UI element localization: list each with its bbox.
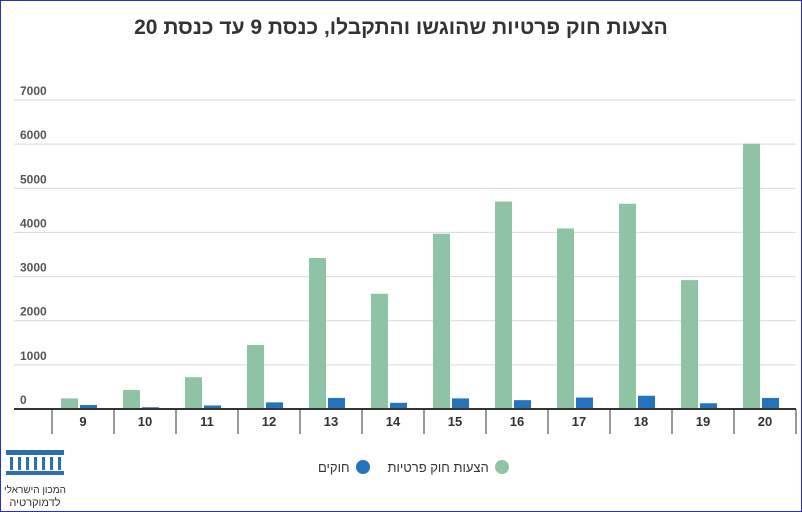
bar-laws bbox=[266, 402, 283, 409]
x-tick-label: 20 bbox=[758, 414, 772, 429]
bar-private-bills bbox=[61, 398, 78, 409]
bar-laws bbox=[80, 405, 97, 409]
bar-laws bbox=[700, 403, 717, 409]
bar-private-bills bbox=[123, 390, 140, 409]
bar-private-bills bbox=[371, 293, 388, 409]
x-tick-label: 9 bbox=[79, 414, 86, 429]
bar-private-bills bbox=[309, 258, 326, 409]
legend-swatch-laws bbox=[355, 460, 370, 474]
x-tick-label: 12 bbox=[262, 414, 276, 429]
chart-legend: הצעות חוק פרטיות חוקים bbox=[300, 458, 509, 476]
x-tick-label: 18 bbox=[634, 414, 648, 429]
y-tick-label: 1000 bbox=[20, 349, 47, 363]
bar-private-bills bbox=[557, 228, 574, 409]
chart-title: הצעות חוק פרטיות שהוגשו והתקבלו, כנסת 9 … bbox=[134, 16, 668, 39]
x-tick-label: 13 bbox=[324, 414, 338, 429]
bar-laws bbox=[390, 402, 407, 409]
x-tick-label: 14 bbox=[386, 414, 401, 429]
bar-laws bbox=[576, 397, 593, 409]
bar-laws bbox=[638, 395, 655, 409]
bar-private-bills bbox=[619, 203, 636, 409]
bar-laws bbox=[514, 400, 531, 409]
x-tick-label: 10 bbox=[138, 414, 152, 429]
bar-laws bbox=[762, 397, 779, 409]
x-tick-label: 11 bbox=[200, 414, 214, 429]
bar-laws bbox=[452, 398, 469, 409]
x-tick-label: 16 bbox=[510, 414, 524, 429]
legend-item-private-bills: הצעות חוק פרטיות bbox=[388, 460, 509, 475]
logo-text-line1: המכון הישראלי bbox=[4, 485, 66, 496]
legend-item-laws: חוקים bbox=[318, 460, 370, 475]
x-tick-label: 17 bbox=[572, 414, 586, 429]
x-tick-label: 15 bbox=[448, 414, 462, 429]
institute-logo: המכון הישראלי לדמוקרטיה bbox=[4, 448, 66, 509]
y-tick-label: 5000 bbox=[20, 172, 47, 186]
logo-text-line2: לדמוקרטיה bbox=[9, 497, 61, 509]
building-icon bbox=[6, 450, 64, 475]
bar-laws bbox=[204, 405, 221, 409]
y-tick-label: 2000 bbox=[20, 305, 47, 319]
y-tick-label: 7000 bbox=[20, 84, 47, 98]
bar-private-bills bbox=[681, 280, 698, 409]
bar-private-bills bbox=[743, 143, 760, 410]
y-tick-label: 6000 bbox=[20, 128, 47, 142]
bar-private-bills bbox=[433, 233, 450, 409]
bar-laws bbox=[328, 397, 345, 409]
legend-label-laws: חוקים bbox=[318, 459, 350, 475]
y-tick-label: 3000 bbox=[20, 261, 47, 275]
bar-private-bills bbox=[247, 344, 264, 409]
legend-label-private-bills: הצעות חוק פרטיות bbox=[387, 459, 489, 475]
y-tick-label: 0 bbox=[20, 393, 27, 407]
bar-private-bills bbox=[185, 377, 202, 409]
y-tick-label: 4000 bbox=[20, 216, 47, 230]
x-tick-label: 19 bbox=[696, 414, 710, 429]
bar-private-bills bbox=[495, 201, 512, 409]
legend-swatch-private-bills bbox=[494, 460, 509, 474]
